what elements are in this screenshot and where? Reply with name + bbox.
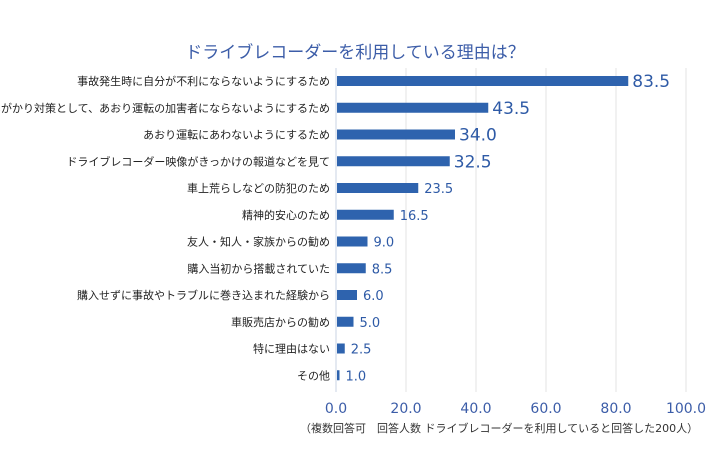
data-label: 16.5 <box>400 209 429 224</box>
category-label: 言いがかり対策として、あおり運転の加害者にならないようにするため <box>0 101 330 115</box>
category-label: 精神的安心のため <box>242 208 330 222</box>
bar <box>337 129 455 140</box>
data-label: 6.0 <box>363 289 384 304</box>
bar <box>337 156 450 167</box>
chart-title: ドライブレコーダーを利用している理由は？ <box>185 43 525 63</box>
bar <box>337 236 368 247</box>
data-label: 5.0 <box>360 316 381 331</box>
bar <box>337 316 354 327</box>
category-label: 購入せずに事故やトラブルに巻き込まれた経験から <box>77 288 330 302</box>
data-label: 83.5 <box>632 72 670 92</box>
data-label: 34.0 <box>459 126 497 146</box>
category-label: 事故発生時に自分が不利にならないようにするため <box>77 74 330 88</box>
data-label: 23.5 <box>424 182 453 197</box>
data-label: 9.0 <box>374 236 395 251</box>
category-label: ドライブレコーダー映像がきっかけの報道などを見て <box>66 154 330 168</box>
bar <box>337 209 394 220</box>
x-tick-label: 0.0 <box>325 401 347 417</box>
chart-note: （複数回答可 回答人数 ドライブレコーダーを利用していると回答した200人） <box>300 422 699 435</box>
category-label: あおり運転にあわないようにするため <box>143 129 330 142</box>
data-label: 8.5 <box>372 262 393 277</box>
data-label: 32.5 <box>454 152 492 172</box>
bar <box>337 183 419 193</box>
x-tick-label: 80.0 <box>600 401 631 417</box>
category-label: 友人・知人・家族からの勧め <box>187 235 330 249</box>
x-tick-label: 100.0 <box>666 401 706 417</box>
bar <box>337 343 345 354</box>
x-tick-label: 20.0 <box>390 401 421 417</box>
bar <box>337 263 366 274</box>
data-label: 43.5 <box>492 99 530 119</box>
data-label: 2.5 <box>351 343 372 358</box>
category-label: 車販売店からの勧め <box>231 315 330 329</box>
bar <box>337 76 629 86</box>
category-label: 車上荒らしなどの防犯のため <box>187 181 330 195</box>
x-tick-label: 40.0 <box>460 401 491 417</box>
category-label: 購入当初から搭載されていた <box>187 261 330 275</box>
category-label: 特に理由はない <box>253 342 330 356</box>
bar <box>337 102 489 113</box>
data-label: 1.0 <box>346 369 367 384</box>
category-label: その他 <box>297 369 330 382</box>
bar <box>337 370 340 381</box>
x-tick-label: 60.0 <box>530 401 561 417</box>
bar <box>337 290 357 300</box>
